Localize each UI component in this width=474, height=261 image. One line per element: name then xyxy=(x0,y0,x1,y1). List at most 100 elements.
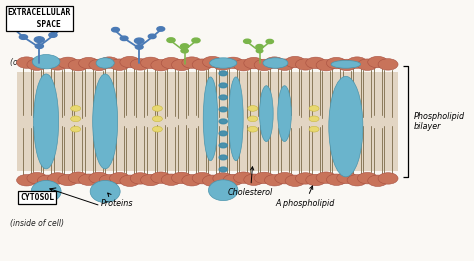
Circle shape xyxy=(357,173,377,184)
Circle shape xyxy=(47,173,68,184)
Ellipse shape xyxy=(34,74,59,169)
Circle shape xyxy=(327,57,346,69)
Circle shape xyxy=(248,106,258,111)
Circle shape xyxy=(378,173,398,184)
Circle shape xyxy=(99,175,119,186)
Circle shape xyxy=(71,126,81,132)
Circle shape xyxy=(295,59,315,70)
Ellipse shape xyxy=(219,167,228,172)
Ellipse shape xyxy=(203,77,218,161)
Text: CYTOSOL: CYTOSOL xyxy=(20,193,54,202)
Circle shape xyxy=(316,60,336,71)
Circle shape xyxy=(148,34,156,39)
Circle shape xyxy=(10,26,18,30)
Circle shape xyxy=(256,49,263,53)
Ellipse shape xyxy=(331,60,361,68)
Circle shape xyxy=(130,59,150,70)
Circle shape xyxy=(151,60,171,71)
Ellipse shape xyxy=(219,107,228,112)
Circle shape xyxy=(71,116,81,122)
Circle shape xyxy=(79,174,99,185)
Circle shape xyxy=(192,173,212,184)
Circle shape xyxy=(309,106,319,111)
Circle shape xyxy=(256,45,263,49)
Circle shape xyxy=(89,59,109,71)
Ellipse shape xyxy=(219,71,228,76)
Ellipse shape xyxy=(209,180,238,201)
Circle shape xyxy=(248,116,258,122)
Ellipse shape xyxy=(219,131,228,136)
Circle shape xyxy=(248,126,258,132)
Ellipse shape xyxy=(93,74,118,169)
Circle shape xyxy=(368,175,388,186)
Ellipse shape xyxy=(31,180,61,203)
Circle shape xyxy=(152,126,163,132)
Circle shape xyxy=(167,38,175,43)
Ellipse shape xyxy=(219,119,228,124)
Ellipse shape xyxy=(96,58,114,68)
Circle shape xyxy=(111,27,119,32)
Circle shape xyxy=(378,59,398,70)
Circle shape xyxy=(152,106,163,111)
Circle shape xyxy=(244,174,264,185)
Circle shape xyxy=(151,172,171,183)
Circle shape xyxy=(152,116,163,122)
Circle shape xyxy=(120,175,140,186)
Circle shape xyxy=(337,59,357,71)
Circle shape xyxy=(234,172,254,183)
Circle shape xyxy=(309,116,319,122)
Circle shape xyxy=(172,59,191,71)
Circle shape xyxy=(213,59,233,70)
Text: (inside of cell): (inside of cell) xyxy=(10,219,64,228)
Ellipse shape xyxy=(219,95,228,100)
Circle shape xyxy=(234,60,254,71)
Ellipse shape xyxy=(329,76,363,177)
Circle shape xyxy=(181,44,189,49)
Circle shape xyxy=(157,27,164,31)
Circle shape xyxy=(47,59,68,70)
Circle shape xyxy=(244,39,251,43)
Circle shape xyxy=(71,106,81,111)
Circle shape xyxy=(130,173,150,184)
Circle shape xyxy=(79,57,99,69)
Circle shape xyxy=(58,25,66,29)
Circle shape xyxy=(37,56,57,68)
Circle shape xyxy=(202,56,222,68)
Circle shape xyxy=(264,175,284,186)
Ellipse shape xyxy=(210,58,237,68)
Circle shape xyxy=(192,38,200,43)
Circle shape xyxy=(254,59,274,71)
Circle shape xyxy=(285,56,305,68)
Circle shape xyxy=(347,175,367,186)
Circle shape xyxy=(68,60,88,71)
Circle shape xyxy=(254,172,274,184)
Circle shape xyxy=(285,175,305,186)
Text: Proteins: Proteins xyxy=(100,193,133,208)
Circle shape xyxy=(35,44,44,49)
Circle shape xyxy=(181,49,188,53)
Circle shape xyxy=(213,173,233,184)
Text: Cholesterol: Cholesterol xyxy=(228,167,273,197)
Ellipse shape xyxy=(219,143,228,148)
Circle shape xyxy=(172,172,191,184)
Circle shape xyxy=(27,59,47,70)
Circle shape xyxy=(295,173,315,184)
Circle shape xyxy=(141,57,161,69)
Ellipse shape xyxy=(228,77,243,161)
Circle shape xyxy=(347,57,367,68)
Circle shape xyxy=(327,174,346,185)
Circle shape xyxy=(223,174,243,186)
Ellipse shape xyxy=(90,180,120,203)
Circle shape xyxy=(357,59,377,70)
Circle shape xyxy=(306,174,326,186)
Ellipse shape xyxy=(278,86,292,141)
Text: A phospholipid: A phospholipid xyxy=(275,186,335,208)
Circle shape xyxy=(202,175,222,186)
Circle shape xyxy=(37,175,57,186)
Circle shape xyxy=(244,57,264,69)
Circle shape xyxy=(68,172,88,183)
Circle shape xyxy=(135,38,144,44)
Circle shape xyxy=(182,175,202,186)
Circle shape xyxy=(109,173,129,184)
Circle shape xyxy=(306,57,326,69)
